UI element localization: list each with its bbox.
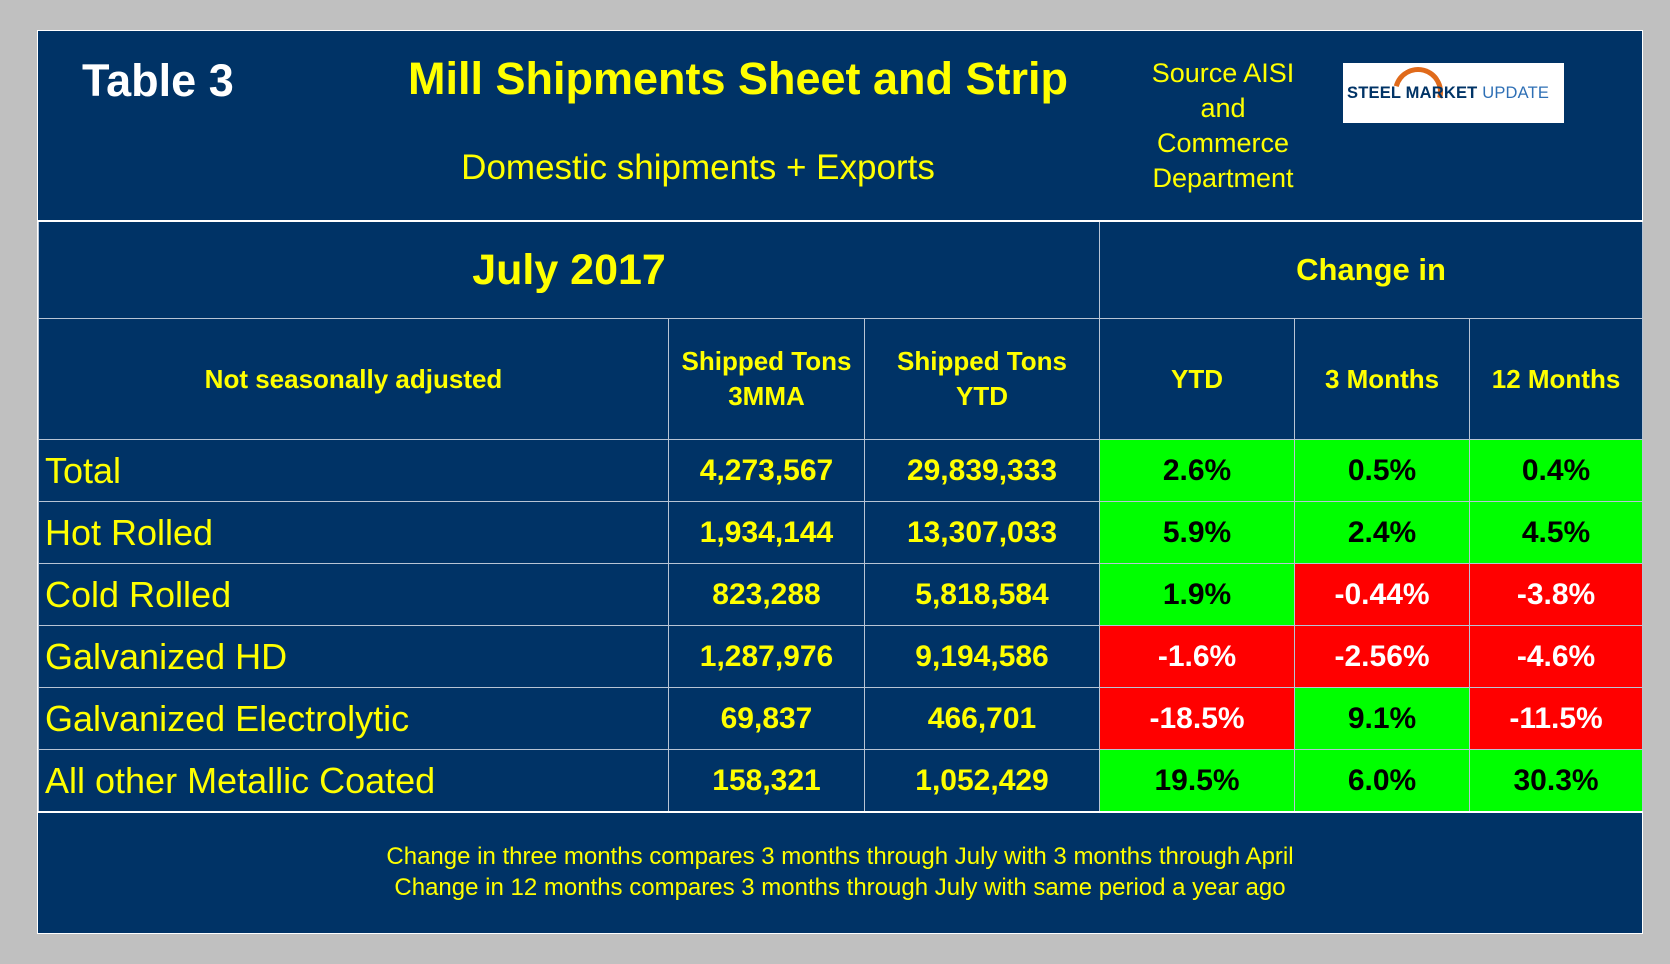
cell-ytd-tons: 9,194,586 <box>863 625 1101 688</box>
cell-change-ytd: 1.9% <box>1099 563 1296 626</box>
column-header: Shipped Tons 3MMA <box>668 318 865 440</box>
page-title: Mill Shipments Sheet and Strip <box>407 53 1069 104</box>
row-label: Hot Rolled <box>38 501 669 564</box>
period-header: July 2017 <box>37 220 1101 319</box>
cell-change-ytd: -18.5% <box>1099 687 1296 750</box>
cell-ytd-tons: 1,052,429 <box>863 749 1101 813</box>
table-row: Galvanized HD 1,287,976 9,194,586 -1.6% … <box>38 625 1644 688</box>
footnote: Change in three months compares 3 months… <box>386 843 1294 870</box>
cell-ytd-tons: 5,818,584 <box>863 563 1101 626</box>
cell-ytd-tons: 13,307,033 <box>863 501 1101 564</box>
row-label: Galvanized Electrolytic <box>38 687 669 750</box>
cell-3mma: 1,287,976 <box>668 625 865 688</box>
cell-change-ytd: -1.6% <box>1099 625 1296 688</box>
cell-change-ytd: 5.9% <box>1099 501 1296 564</box>
column-header: 3 Months <box>1294 318 1471 440</box>
logo-text: STEEL MARKET UPDATE <box>1347 84 1550 102</box>
table-number: Table 3 <box>82 55 234 106</box>
source-line: Commerce <box>1156 128 1290 158</box>
table-panel: Table 3 Mill Shipments Sheet and Strip D… <box>37 30 1644 934</box>
cell-change-12m: 0.4% <box>1469 439 1644 502</box>
change-in-header: Change in <box>1099 220 1644 319</box>
table-row: Hot Rolled 1,934,144 13,307,033 5.9% 2.4… <box>38 501 1644 564</box>
cell-3mma: 69,837 <box>668 687 865 750</box>
source-line: Department <box>1152 163 1294 193</box>
steel-market-update-logo: STEEL MARKET UPDATE <box>1343 57 1564 127</box>
cell-3mma: 1,934,144 <box>668 501 865 564</box>
cell-change-12m: -3.8% <box>1469 563 1644 626</box>
cell-change-12m: -4.6% <box>1469 625 1644 688</box>
cell-change-12m: 30.3% <box>1469 749 1644 813</box>
row-label: All other Metallic Coated <box>38 749 669 813</box>
table-row: Total 4,273,567 29,839,333 2.6% 0.5% 0.4… <box>38 439 1644 502</box>
cell-change-12m: -11.5% <box>1469 687 1644 750</box>
row-label: Galvanized HD <box>38 625 669 688</box>
cell-change-3m: 6.0% <box>1294 749 1471 813</box>
cell-change-3m: 2.4% <box>1294 501 1471 564</box>
cell-3mma: 158,321 <box>668 749 865 813</box>
cell-change-3m: 9.1% <box>1294 687 1471 750</box>
column-header: 12 Months <box>1469 318 1644 440</box>
column-header: Not seasonally adjusted <box>38 318 669 440</box>
source-line: Source AISI <box>1151 58 1295 88</box>
footnote: Change in 12 months compares 3 months th… <box>394 874 1286 901</box>
row-label: Cold Rolled <box>38 563 669 626</box>
cell-change-3m: -0.44% <box>1294 563 1471 626</box>
cell-change-ytd: 19.5% <box>1099 749 1296 813</box>
cell-3mma: 4,273,567 <box>668 439 865 502</box>
cell-ytd-tons: 466,701 <box>863 687 1101 750</box>
row-label: Total <box>38 439 669 502</box>
cell-change-12m: 4.5% <box>1469 501 1644 564</box>
cell-3mma: 823,288 <box>668 563 865 626</box>
cell-change-ytd: 2.6% <box>1099 439 1296 502</box>
column-header: YTD <box>1099 318 1296 440</box>
source-line: and <box>1200 93 1246 123</box>
table-row: All other Metallic Coated 158,321 1,052,… <box>38 749 1644 813</box>
shipments-table: July 2017 Change in Not seasonally adjus… <box>37 220 1644 813</box>
cell-ytd-tons: 29,839,333 <box>863 439 1101 502</box>
column-header: Shipped Tons YTD <box>863 318 1101 440</box>
source-note: Source AISI and Commerce Department <box>1108 56 1338 196</box>
table-row: Cold Rolled 823,288 5,818,584 1.9% -0.44… <box>38 563 1644 626</box>
cell-change-3m: 0.5% <box>1294 439 1471 502</box>
subtitle: Domestic shipments + Exports <box>461 148 935 187</box>
table-row: Galvanized Electrolytic 69,837 466,701 -… <box>38 687 1644 750</box>
cell-change-3m: -2.56% <box>1294 625 1471 688</box>
